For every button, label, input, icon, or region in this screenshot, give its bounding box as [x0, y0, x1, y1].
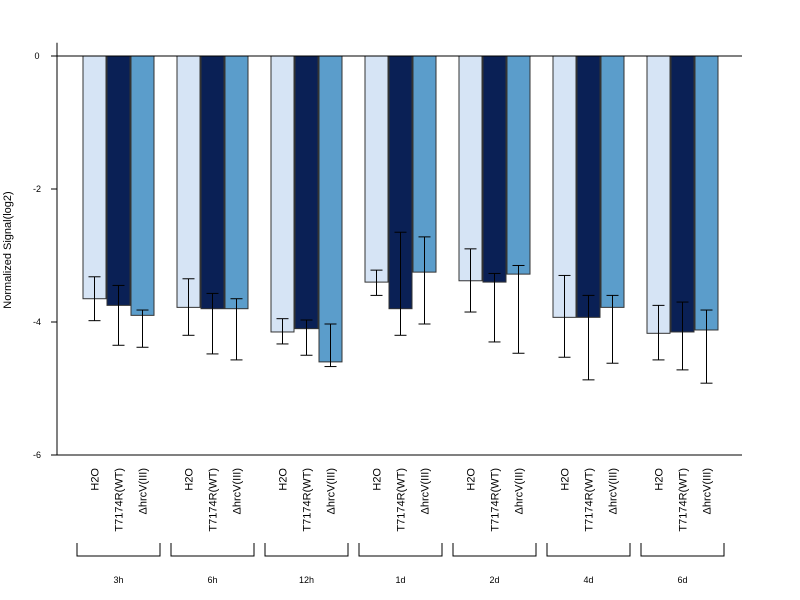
bar-12h-0: [270, 55, 295, 333]
bar-3h-1: [106, 55, 131, 306]
bar-2d-0: [458, 55, 483, 282]
category-label: ΔhrcV(III): [420, 468, 432, 514]
category-label: ΔhrcV(III): [608, 468, 620, 514]
group-label: 6h: [207, 575, 217, 585]
group-label: 6d: [677, 575, 687, 585]
group-label: 4d: [583, 575, 593, 585]
category-label: T7174R(WT): [302, 468, 314, 532]
bar-12h-1: [294, 55, 319, 330]
category-label: H2O: [372, 468, 384, 491]
category-label: H2O: [278, 468, 290, 491]
bar-2d-2: [506, 55, 531, 275]
group-label: 1d: [395, 575, 405, 585]
y-tick-label: 0: [34, 51, 39, 61]
category-label: T7174R(WT): [396, 468, 408, 532]
bar-6d-1: [670, 55, 695, 333]
group-label: 3h: [113, 575, 123, 585]
category-label: ΔhrcV(III): [232, 468, 244, 514]
bar-4d-1: [576, 55, 601, 318]
bar-6h-0: [176, 55, 201, 308]
category-label: ΔhrcV(III): [138, 468, 150, 514]
bar-12h-2: [318, 55, 343, 363]
bar-6d-2: [694, 55, 719, 331]
y-tick-label: -4: [33, 317, 41, 327]
group-bracket: [640, 543, 725, 557]
y-tick-label: -2: [33, 184, 41, 194]
bar-1d-0: [364, 55, 389, 283]
bar-3h-0: [82, 55, 107, 300]
bar-4d-2: [600, 55, 625, 308]
bar-6h-2: [224, 55, 249, 310]
group-label: 12h: [299, 575, 314, 585]
group-bracket: [170, 543, 255, 557]
category-label: T7174R(WT): [490, 468, 502, 532]
group-bracket: [452, 543, 537, 557]
bar-3h-2: [130, 55, 155, 316]
group-bracket: [76, 543, 161, 557]
group-label: 2d: [489, 575, 499, 585]
bar-6h-1: [200, 55, 225, 310]
category-label: T7174R(WT): [584, 468, 596, 532]
group-bracket: [358, 543, 443, 557]
group-bracket: [264, 543, 349, 557]
category-label: H2O: [184, 468, 196, 491]
category-label: T7174R(WT): [678, 468, 690, 532]
category-label: T7174R(WT): [114, 468, 126, 532]
bar-2d-1: [482, 55, 507, 283]
category-label: H2O: [466, 468, 478, 491]
y-tick-label: -6: [33, 450, 41, 460]
category-label: H2O: [654, 468, 666, 491]
group-bracket: [546, 543, 631, 557]
category-label: ΔhrcV(III): [514, 468, 526, 514]
category-label: T7174R(WT): [208, 468, 220, 532]
category-label: ΔhrcV(III): [702, 468, 714, 514]
y-axis-title: Normalized Signal(log2): [2, 191, 14, 308]
category-label: ΔhrcV(III): [326, 468, 338, 514]
bar-6d-0: [646, 55, 671, 334]
category-label: H2O: [90, 468, 102, 491]
category-label: H2O: [560, 468, 572, 491]
